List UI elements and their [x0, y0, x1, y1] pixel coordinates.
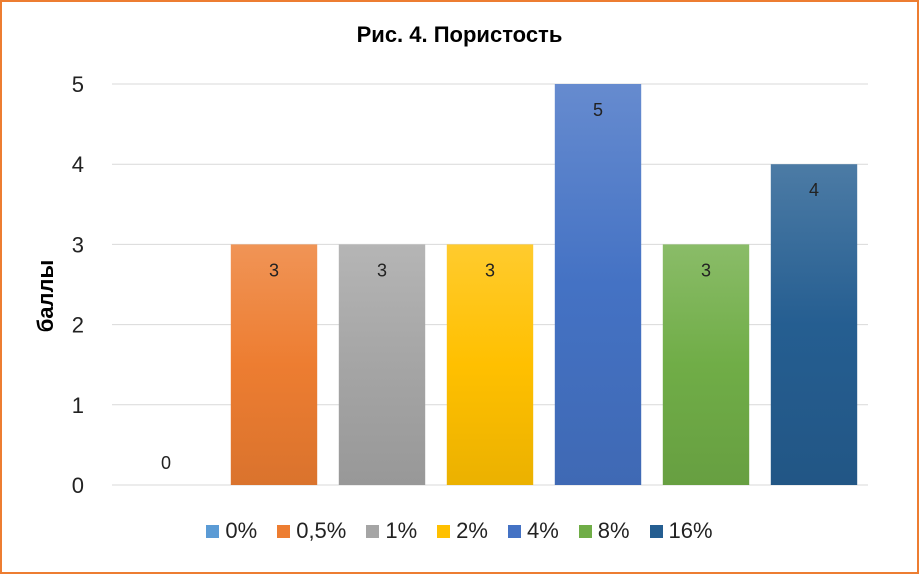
legend-swatch [578, 524, 592, 538]
legend-label: 0,5% [296, 518, 347, 543]
legend-item: 0,5% [277, 518, 346, 544]
legend-swatch [277, 524, 291, 538]
y-tick-label: 4 [72, 152, 84, 177]
bar-2% [446, 244, 534, 485]
y-tick-label: 2 [72, 313, 84, 338]
legend-label: 16% [668, 518, 713, 543]
legend-swatch [437, 524, 451, 538]
data-label: 4 [809, 180, 819, 200]
legend-label: 4% [526, 518, 559, 543]
legend-label: 8% [597, 518, 630, 543]
legend-item: 16% [649, 518, 713, 544]
bar-0,5% [230, 244, 318, 485]
data-label: 3 [377, 260, 387, 280]
legend-swatch [507, 524, 521, 538]
legend-item: 0% [206, 518, 257, 544]
legend-swatch [649, 524, 663, 538]
y-tick-label: 0 [72, 473, 84, 498]
legend: 0% 0,5% 1% 2% 4% 8% 16% [0, 518, 919, 544]
bar-8% [662, 244, 750, 485]
data-label: 3 [485, 260, 495, 280]
bar-16% [770, 164, 858, 485]
legend-item: 8% [578, 518, 630, 544]
data-label: 0 [161, 453, 171, 473]
legend-swatch [206, 524, 220, 538]
legend-item: 4% [507, 518, 559, 544]
y-tick-label: 1 [72, 393, 84, 418]
legend-label: 0% [225, 518, 258, 543]
legend-label: 2% [456, 518, 488, 543]
y-tick-label: 5 [72, 72, 84, 97]
y-tick-label: 3 [72, 232, 84, 257]
data-label: 3 [269, 260, 279, 280]
bar-1% [338, 244, 426, 485]
legend-item: 1% [366, 518, 417, 544]
data-label: 3 [701, 260, 711, 280]
data-label: 5 [593, 100, 603, 120]
bar-4% [554, 84, 642, 485]
legend-label: 1% [385, 518, 418, 543]
legend-item: 2% [437, 518, 488, 544]
legend-swatch [366, 524, 380, 538]
chart-title: Рис. 4. Пористость [356, 22, 563, 47]
